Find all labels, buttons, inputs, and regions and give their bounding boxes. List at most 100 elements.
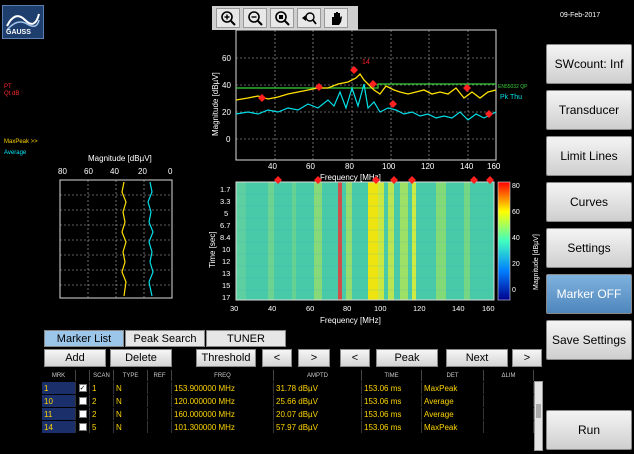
cell-scan: 1 <box>90 382 114 394</box>
cb-tick-40: 40 <box>512 235 520 242</box>
marker-11 <box>485 110 493 118</box>
limit-line-label: EN55032 QP <box>498 84 528 90</box>
zoom-out-icon[interactable] <box>243 8 267 28</box>
table-row[interactable]: 14 5 N 101.300000 MHz 57.97 dBµV 153.06 ms Max… <box>42 421 534 433</box>
add-button[interactable]: Add <box>44 349 106 367</box>
cell-type: N <box>114 382 148 394</box>
tab-tuner[interactable]: TUNER <box>206 330 286 347</box>
side-tick-40: 40 <box>110 167 119 176</box>
cell-mrk: 14 <box>42 421 76 433</box>
delete-button[interactable]: Delete <box>110 349 172 367</box>
cell-det: MaxPeak <box>422 421 484 433</box>
cell-det: MaxPeak <box>422 382 484 394</box>
marker-10 <box>389 100 397 108</box>
marker-3 <box>369 80 377 88</box>
x-tick-100: 100 <box>382 162 396 171</box>
cell-check[interactable] <box>76 395 90 407</box>
maxpeak-trace <box>235 72 497 101</box>
side-panel-ylabel: Magnitude [dBµV] <box>88 154 152 163</box>
zoom-in-icon[interactable] <box>216 8 240 28</box>
cell-mrk: 11 <box>42 408 76 420</box>
cell-time: 153.06 ms <box>362 395 422 407</box>
tab-marker-list[interactable]: Marker List <box>44 330 124 347</box>
x-tick-160: 160 <box>487 162 501 171</box>
cell-det: Average <box>422 408 484 420</box>
peak-next-button[interactable]: > <box>512 349 542 367</box>
cell-scan: 2 <box>90 408 114 420</box>
zoom-reset-icon[interactable] <box>297 8 321 28</box>
waterfall-plot[interactable]: 1.7 3.3 5 6.7 8.4 10 12 13 15 17 30 40 6… <box>208 170 544 330</box>
cell-scan: 2 <box>90 395 114 407</box>
cell-check[interactable] <box>76 421 90 433</box>
colorbar <box>497 181 511 301</box>
tab-peak-search[interactable]: Peak Search <box>125 330 205 347</box>
cell-det: Average <box>422 395 484 407</box>
logo-text: GAUSS <box>6 29 31 36</box>
wf-x-tick-60: 60 <box>306 304 314 313</box>
cb-tick-0: 0 <box>512 287 516 294</box>
waterfall-xlabel: Frequency [MHz] <box>320 316 381 325</box>
row-checkbox[interactable] <box>78 397 87 405</box>
peak-prev-button[interactable]: < <box>340 349 370 367</box>
cell-check[interactable] <box>76 408 90 420</box>
cell-type: N <box>114 421 148 433</box>
marker-2 <box>315 83 323 91</box>
x-tick-120: 120 <box>421 162 435 171</box>
row-checkbox[interactable] <box>78 410 87 418</box>
save-settings-button[interactable]: Save Settings <box>546 320 632 360</box>
ref-label-1: PT <box>4 84 12 90</box>
row-checkbox[interactable] <box>78 423 87 431</box>
cell-ref <box>148 408 172 420</box>
marker-off-button[interactable]: Marker OFF <box>546 274 632 314</box>
cell-check[interactable]: ✓ <box>76 382 90 394</box>
y-tick-40: 40 <box>222 81 231 90</box>
limit-lines-button[interactable]: Limit Lines <box>546 136 632 176</box>
cell-amptd: 57.97 dBµV <box>274 421 362 433</box>
swcount-button[interactable]: SWcount: Inf <box>546 44 632 84</box>
table-scrollbar[interactable] <box>534 381 543 451</box>
wf-x-tick-30: 30 <box>230 304 238 313</box>
wf-x-tick-40: 40 <box>268 304 276 313</box>
scrollbar-thumb[interactable] <box>536 404 541 418</box>
wf-x-tick-100: 100 <box>374 304 387 313</box>
col-ref: REF <box>148 370 172 381</box>
wf-x-tick-120: 120 <box>413 304 426 313</box>
transducer-button[interactable]: Transducer <box>546 90 632 130</box>
table-row[interactable]: 10 2 N 120.000000 MHz 25.66 dBµV 153.06 ms Ave… <box>42 395 534 407</box>
threshold-increase-button[interactable]: > <box>298 349 330 367</box>
spectrum-ylabel: Magnitude [dBµV] <box>211 72 220 136</box>
cell-dlim <box>484 408 534 420</box>
run-button[interactable]: Run <box>546 410 632 450</box>
y-tick-60: 60 <box>222 54 231 63</box>
x-tick-80: 80 <box>345 162 354 171</box>
table-row[interactable]: 1 ✓ 1 N 153.900000 MHz 31.78 dBµV 153.06 ms Max… <box>42 382 534 394</box>
zoom-fit-icon[interactable] <box>270 8 294 28</box>
spectrum-plot[interactable]: 14 60 40 20 0 40 60 80 100 120 140 160 F… <box>208 28 544 188</box>
spectrum-xlabel: Frequency [MHz] <box>320 173 381 182</box>
curves-button[interactable]: Curves <box>546 182 632 222</box>
cb-tick-80: 80 <box>512 183 520 190</box>
cell-ref <box>148 382 172 394</box>
settings-button[interactable]: Settings <box>546 228 632 268</box>
pan-hand-icon[interactable] <box>324 8 348 28</box>
gauss-logo: GAUSS <box>2 5 44 39</box>
marker-table[interactable]: MRK SCAN TYPE REF FREQ AMPTD TIME DET ΔL… <box>42 370 542 452</box>
next-button[interactable]: Next <box>446 349 508 367</box>
wf-x-tick-160: 160 <box>482 304 495 313</box>
threshold-button[interactable]: Threshold <box>196 349 256 367</box>
table-row[interactable]: 11 2 N 160.000000 MHz 20.07 dBµV 153.06 ms Ave… <box>42 408 534 420</box>
side-tick-0: 0 <box>168 167 173 176</box>
col-freq: FREQ <box>172 370 274 381</box>
x-tick-40: 40 <box>268 162 277 171</box>
wf-y-tick-2: 3.3 <box>220 197 230 206</box>
colorbar-label: Magnitude [dBµV] <box>533 234 540 290</box>
cell-freq: 153.900000 MHz <box>172 382 274 394</box>
average-trace <box>235 83 497 121</box>
y-tick-20: 20 <box>222 108 231 117</box>
col-check <box>76 370 90 381</box>
plot-toolbar <box>212 6 358 30</box>
wf-y-tick-9: 15 <box>222 281 230 290</box>
peak-button[interactable]: Peak <box>376 349 438 367</box>
row-checkbox[interactable]: ✓ <box>78 384 87 392</box>
threshold-decrease-button[interactable]: < <box>262 349 292 367</box>
